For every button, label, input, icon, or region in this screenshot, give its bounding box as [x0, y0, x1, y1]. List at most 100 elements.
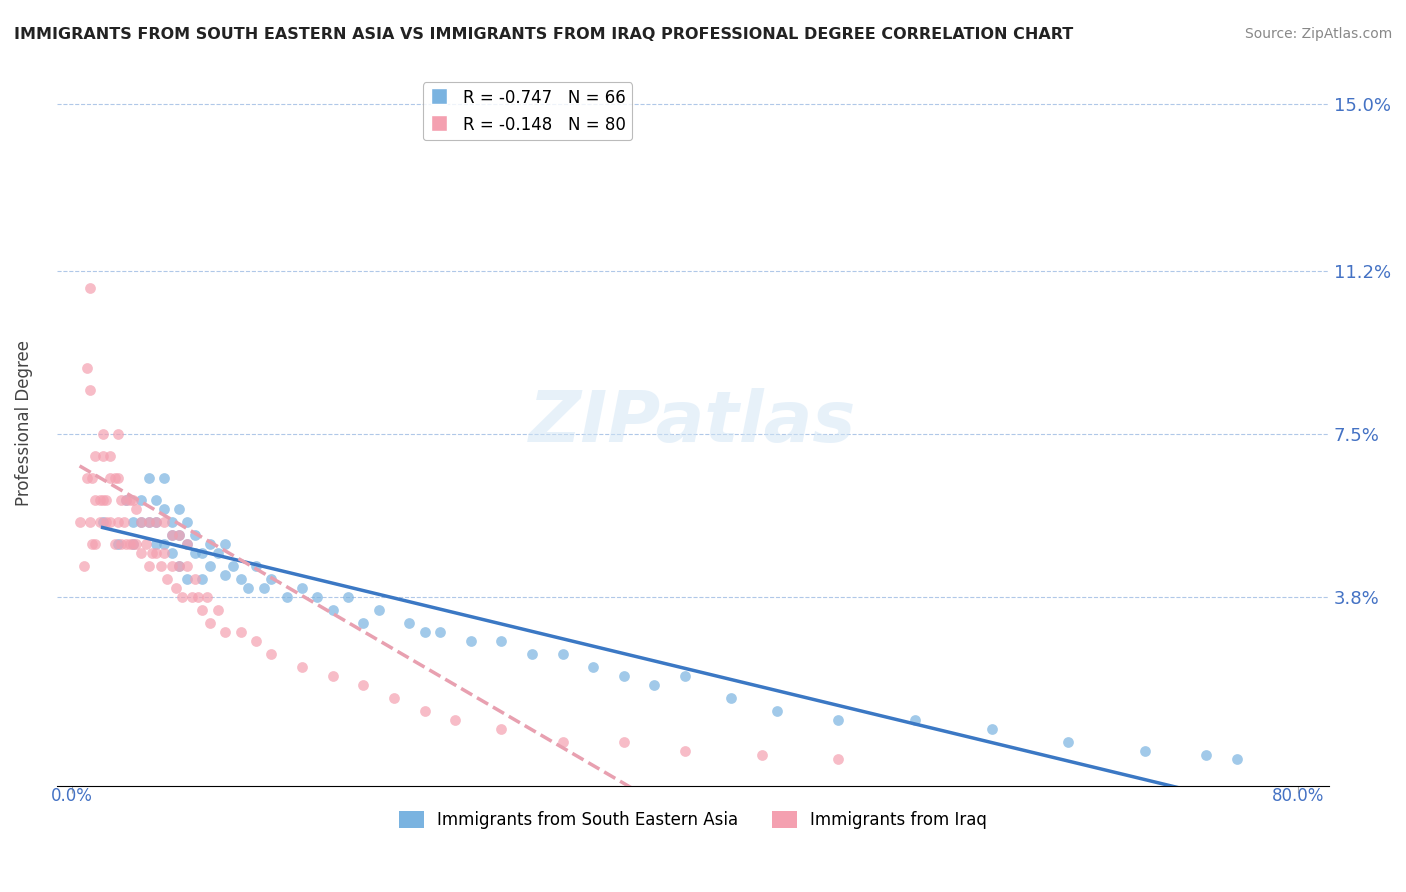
Point — [107, 471, 129, 485]
Point — [260, 647, 283, 661]
Point — [195, 590, 218, 604]
Point — [183, 545, 205, 559]
Point — [643, 677, 665, 691]
Point — [198, 537, 221, 551]
Point — [89, 515, 111, 529]
Text: 0.0%: 0.0% — [51, 788, 93, 805]
Point — [69, 515, 91, 529]
Point — [89, 492, 111, 507]
Point — [336, 590, 359, 604]
Point — [520, 647, 543, 661]
Point — [98, 449, 121, 463]
Point — [252, 581, 274, 595]
Point — [145, 515, 167, 529]
Point — [114, 492, 136, 507]
Point — [766, 704, 789, 718]
Point — [80, 537, 103, 551]
Point — [1057, 735, 1080, 749]
Point — [110, 492, 132, 507]
Y-axis label: Professional Degree: Professional Degree — [15, 340, 32, 506]
Point — [222, 558, 245, 573]
Point — [153, 537, 176, 551]
Point — [214, 624, 236, 639]
Point — [444, 713, 467, 727]
Point — [153, 471, 176, 485]
Point — [187, 590, 209, 604]
Point — [207, 545, 229, 559]
Point — [238, 581, 260, 595]
Point — [112, 515, 135, 529]
Point — [84, 537, 107, 551]
Point — [120, 537, 142, 551]
Point — [291, 581, 314, 595]
Point — [122, 537, 145, 551]
Point — [114, 492, 136, 507]
Point — [122, 537, 145, 551]
Point — [129, 515, 152, 529]
Point — [429, 624, 451, 639]
Point — [138, 558, 160, 573]
Point — [160, 528, 183, 542]
Point — [489, 633, 512, 648]
Point — [145, 537, 167, 551]
Point — [153, 501, 176, 516]
Point — [156, 572, 179, 586]
Point — [104, 537, 127, 551]
Point — [214, 537, 236, 551]
Point — [138, 471, 160, 485]
Point — [245, 633, 267, 648]
Point — [125, 537, 148, 551]
Point — [149, 558, 172, 573]
Point — [191, 572, 214, 586]
Point — [413, 704, 436, 718]
Point — [827, 713, 849, 727]
Point — [167, 558, 190, 573]
Point — [551, 735, 574, 749]
Point — [720, 690, 742, 705]
Point — [207, 603, 229, 617]
Point — [307, 590, 329, 604]
Point — [107, 537, 129, 551]
Point — [229, 572, 252, 586]
Point — [167, 558, 190, 573]
Point — [91, 492, 114, 507]
Point — [245, 558, 267, 573]
Point — [122, 515, 145, 529]
Point — [76, 360, 98, 375]
Point — [79, 383, 101, 397]
Text: ZIPatlas: ZIPatlas — [529, 388, 856, 458]
Point — [135, 537, 157, 551]
Point — [79, 281, 101, 295]
Point — [398, 615, 420, 630]
Point — [98, 471, 121, 485]
Point — [80, 471, 103, 485]
Point — [76, 471, 98, 485]
Point — [79, 515, 101, 529]
Point — [125, 501, 148, 516]
Legend: Immigrants from South Eastern Asia, Immigrants from Iraq: Immigrants from South Eastern Asia, Immi… — [392, 804, 994, 836]
Point — [322, 669, 344, 683]
Point — [73, 558, 96, 573]
Point — [165, 581, 187, 595]
Point — [160, 545, 183, 559]
Point — [176, 515, 198, 529]
Point — [114, 537, 136, 551]
Point — [91, 515, 114, 529]
Point — [673, 743, 696, 757]
Point — [145, 545, 167, 559]
Point — [980, 722, 1002, 736]
Point — [160, 528, 183, 542]
Point — [751, 747, 773, 762]
Point — [382, 690, 405, 705]
Point — [260, 572, 283, 586]
Point — [176, 537, 198, 551]
Point — [827, 752, 849, 766]
Point — [167, 528, 190, 542]
Point — [904, 713, 927, 727]
Point — [613, 735, 636, 749]
Point — [122, 492, 145, 507]
Point — [613, 669, 636, 683]
Point — [104, 471, 127, 485]
Point — [84, 449, 107, 463]
Point — [94, 515, 117, 529]
